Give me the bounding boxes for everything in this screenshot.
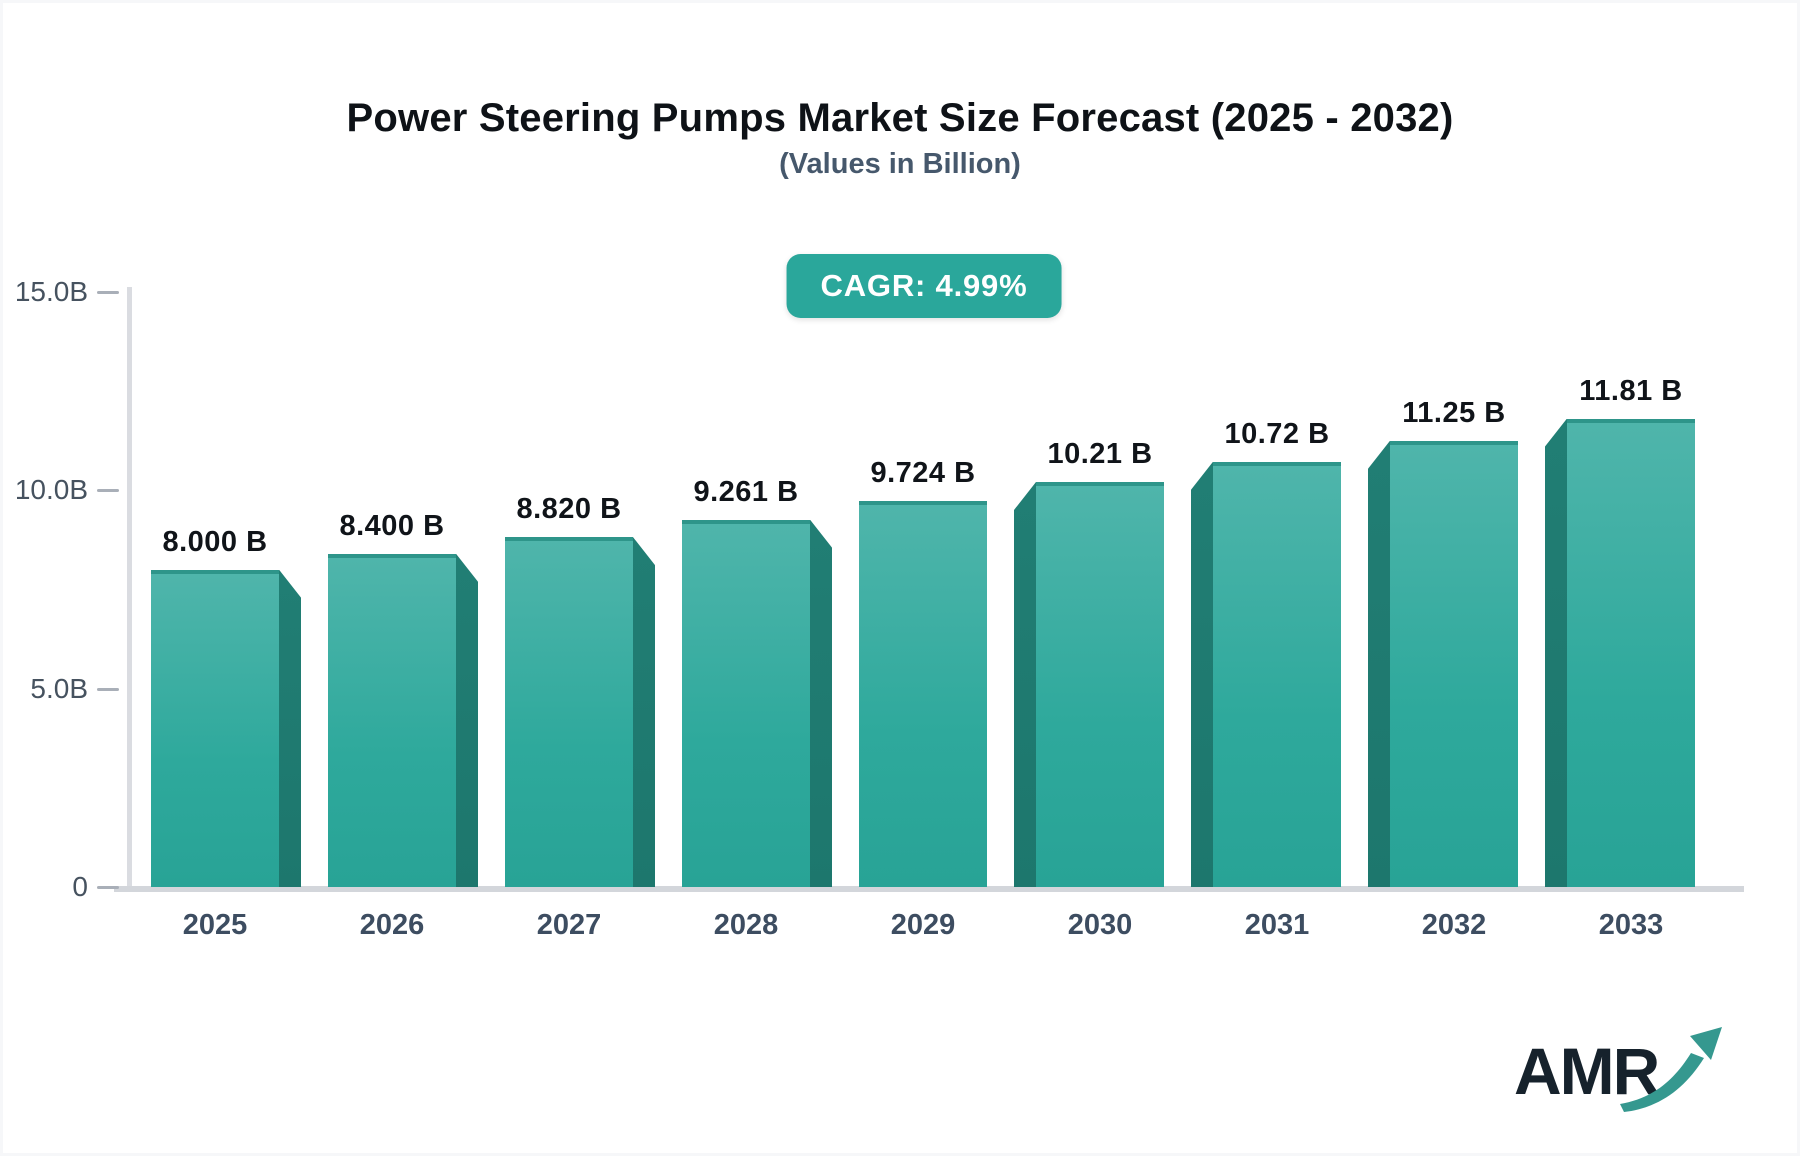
y-tick-label-0: 0 xyxy=(72,871,88,902)
bar-2030 xyxy=(1014,482,1164,887)
bar-side-2028 xyxy=(810,519,832,887)
bar-face-2028 xyxy=(682,519,810,887)
bar-face-2031 xyxy=(1213,461,1341,887)
bar-side-2031 xyxy=(1191,461,1213,887)
x-tick-label-2031: 2031 xyxy=(1244,909,1310,941)
bar-2027 xyxy=(505,537,655,887)
bar-face-2029 xyxy=(859,501,987,887)
y-tick-mark xyxy=(97,489,119,493)
bar-side-2026 xyxy=(456,553,478,887)
bar-2033 xyxy=(1545,418,1695,887)
amr-logo: AMR xyxy=(1514,1027,1722,1112)
y-tick-mark xyxy=(97,687,119,691)
x-tick-label-2029: 2029 xyxy=(890,909,956,941)
bar-side-2030 xyxy=(1014,482,1036,887)
y-axis-line xyxy=(127,287,132,889)
amr-logo-arrowhead xyxy=(1690,1027,1722,1060)
chart-subtitle: (Values in Billion) xyxy=(779,148,1021,180)
bar-2025 xyxy=(151,569,301,887)
x-tick-label-2027: 2027 xyxy=(536,909,602,941)
bar-side-2025 xyxy=(279,569,301,887)
y-tick-label-10.0B: 10.0B xyxy=(14,474,88,506)
bar-face-2032 xyxy=(1390,440,1518,887)
x-tick-label-2030: 2030 xyxy=(1067,909,1133,941)
bar-side-2033 xyxy=(1545,418,1567,887)
bar-2032 xyxy=(1368,440,1518,887)
chart-title: Power Steering Pumps Market Size Forecas… xyxy=(346,96,1454,140)
x-tick-label-2032: 2032 xyxy=(1421,909,1487,941)
bar-value-label-2026: 8.400 B xyxy=(339,509,445,542)
y-tick-label-5.0B: 5.0B xyxy=(30,672,88,704)
bar-face-2025 xyxy=(151,569,279,887)
x-tick-label-2026: 2026 xyxy=(359,909,425,941)
bar-value-label-2031: 10.72 B xyxy=(1224,417,1330,450)
bar-value-label-2027: 8.820 B xyxy=(516,493,622,526)
bar-face-2033 xyxy=(1567,418,1695,887)
bar-value-label-2032: 11.25 B xyxy=(1402,396,1506,429)
bar-value-label-2025: 8.000 B xyxy=(162,525,268,558)
x-tick-label-2028: 2028 xyxy=(713,909,779,941)
bar-face-2030 xyxy=(1036,482,1164,887)
bar-2031 xyxy=(1191,461,1341,887)
bar-side-2032 xyxy=(1368,440,1390,887)
bar-2029 xyxy=(859,501,987,887)
bar-face-2027 xyxy=(505,537,633,887)
bar-side-2027 xyxy=(633,537,655,887)
bar-value-label-2033: 11.81 B xyxy=(1579,374,1683,407)
bar-value-label-2030: 10.21 B xyxy=(1047,438,1153,470)
bar-value-label-2028: 9.261 B xyxy=(693,475,799,508)
bar-2026 xyxy=(328,553,478,887)
amr-logo-swoosh xyxy=(1620,1053,1704,1112)
bar-value-label-2029: 9.724 B xyxy=(870,457,976,490)
bar-2028 xyxy=(682,519,832,887)
bar-face-2026 xyxy=(328,553,456,887)
x-tick-label-2033: 2033 xyxy=(1598,909,1664,941)
cagr-badge: CAGR: 4.99% xyxy=(786,254,1062,318)
y-tick-mark xyxy=(97,291,119,294)
y-tick-label-15.0B: 15.0B xyxy=(14,276,88,307)
amr-logo-text: AMR xyxy=(1514,1034,1660,1108)
y-tick-mark xyxy=(97,886,119,889)
x-tick-label-2025: 2025 xyxy=(182,909,248,941)
x-axis-line xyxy=(114,886,1744,892)
